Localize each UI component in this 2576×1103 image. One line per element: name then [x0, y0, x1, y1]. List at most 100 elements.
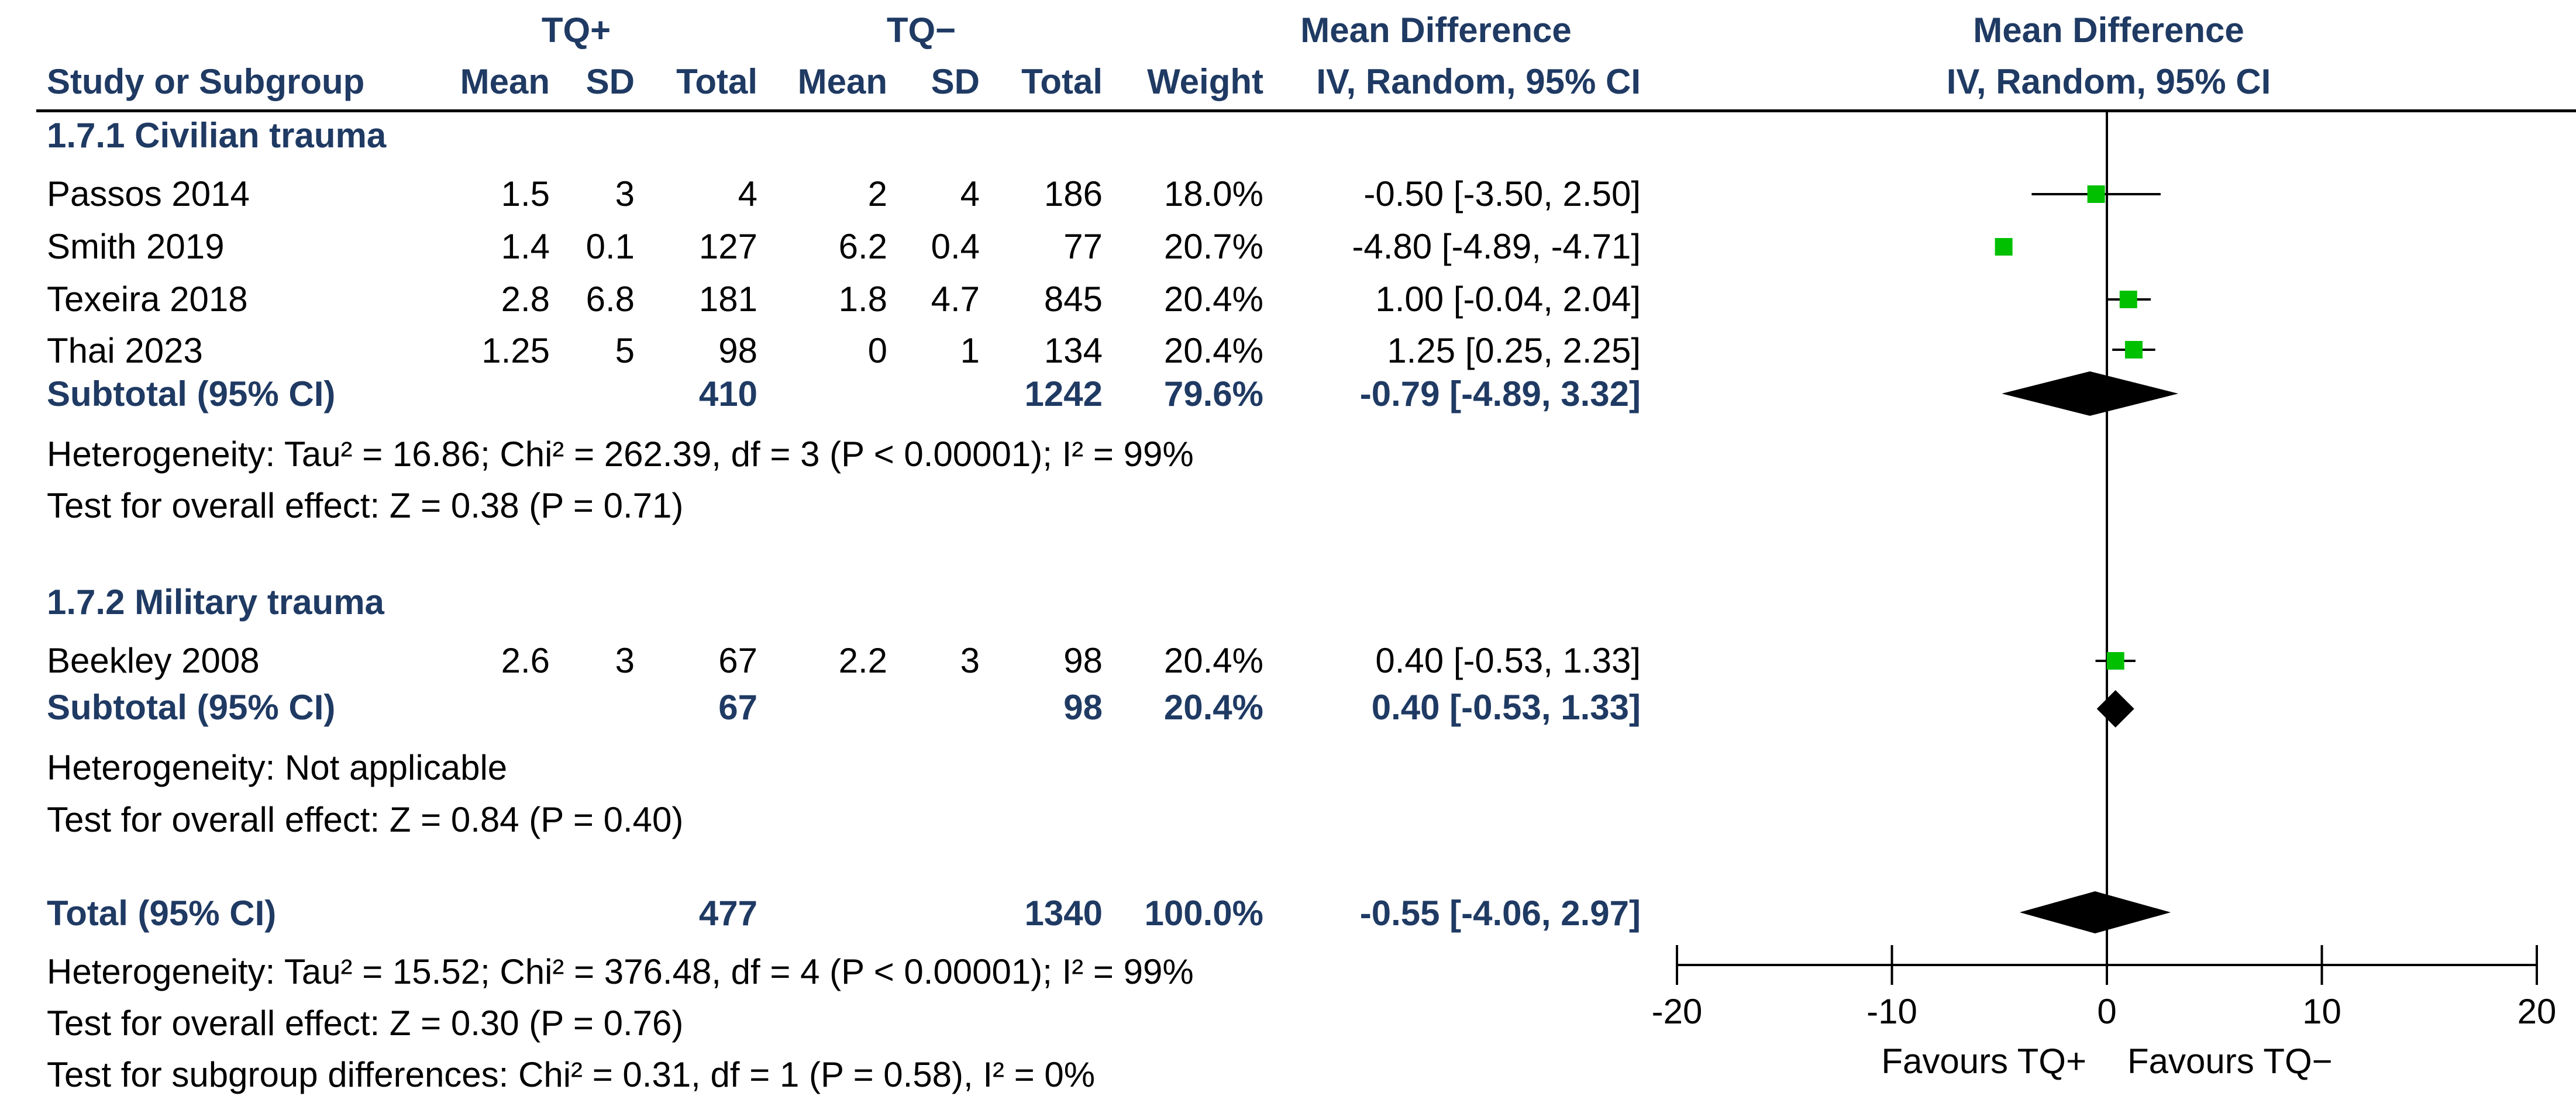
- header-total-tq-minus: Total: [1021, 62, 1103, 101]
- total-tq-minus: 186: [1044, 174, 1103, 213]
- total-ci-text: -0.55 [-4.06, 2.97]: [1360, 894, 1641, 933]
- x-tick-label: 20: [2518, 992, 2557, 1031]
- study-marker: [2087, 185, 2105, 203]
- subtotal-ci-text: -0.79 [-4.89, 3.32]: [1360, 374, 1641, 413]
- sd-tq-plus: 5: [615, 331, 635, 370]
- subtotal-label: Subtotal (95% CI): [47, 374, 335, 413]
- total-overall-effect-text: Test for overall effect: Z = 0.30 (P = 0…: [47, 1004, 683, 1043]
- subtotal-total-tq-plus: 67: [718, 688, 757, 727]
- sd-tq-plus: 0.1: [586, 227, 635, 266]
- study-marker: [2124, 341, 2143, 359]
- total-tq-minus: 134: [1044, 331, 1103, 370]
- ci-text: 1.25 [0.25, 2.25]: [1387, 331, 1641, 370]
- favours-right-label: Favours TQ−: [2127, 1042, 2333, 1081]
- mean-tq-minus: 6.2: [839, 227, 887, 266]
- subtotal-row: Subtotal (95% CI) 410 1242 79.6% -0.79 […: [47, 374, 1641, 413]
- mean-tq-minus: 2.2: [839, 641, 887, 680]
- study-marker: [1995, 238, 2013, 256]
- table-row: Texeira 2018 2.8 6.8 181 1.8 4.7 845 20.…: [47, 280, 1641, 319]
- weight: 20.4%: [1164, 280, 1263, 319]
- header-tq-plus: TQ+: [542, 11, 611, 50]
- favours-left-label: Favours TQ+: [1881, 1042, 2086, 1081]
- table-row: Passos 2014 1.5 3 4 2 4 186 18.0% -0.50 …: [47, 174, 1641, 213]
- subtotal-total-tq-minus: 98: [1063, 688, 1103, 727]
- subtotal-total-tq-plus: 410: [699, 374, 757, 413]
- total-tq-plus: 127: [699, 227, 757, 266]
- header-sd-tq-minus: SD: [931, 62, 980, 101]
- header-md-title: Mean Difference: [1300, 11, 1571, 50]
- weight: 20.7%: [1164, 227, 1263, 266]
- table-row: Smith 2019 1.4 0.1 127 6.2 0.4 77 20.7% …: [47, 227, 1641, 266]
- study-name: Thai 2023: [47, 331, 203, 370]
- mean-tq-minus: 1.8: [839, 280, 887, 319]
- mean-tq-plus: 2.6: [501, 641, 550, 680]
- pooled-diamond: [2002, 371, 2179, 416]
- pooled-diamond: [2019, 891, 2171, 933]
- mean-tq-plus: 2.8: [501, 280, 550, 319]
- mean-tq-minus: 2: [868, 174, 887, 213]
- plot-method: IV, Random, 95% CI: [1947, 62, 2271, 101]
- subtotal-ci-text: 0.40 [-0.53, 1.33]: [1372, 688, 1641, 727]
- header-mean-tq-minus: Mean: [798, 62, 887, 101]
- ci-text: -0.50 [-3.50, 2.50]: [1363, 174, 1641, 213]
- study-table: TQ+ TQ− Mean Difference Study or Subgrou…: [47, 11, 1641, 1094]
- ci-text: 0.40 [-0.53, 1.33]: [1375, 641, 1641, 680]
- study-name: Beekley 2008: [47, 641, 260, 680]
- total-n-tq-plus: 477: [699, 894, 757, 933]
- header-total-tq-plus: Total: [676, 62, 757, 101]
- ci-text: 1.00 [-0.04, 2.04]: [1375, 280, 1641, 319]
- total-tq-minus: 98: [1063, 641, 1103, 680]
- x-tick-label: -10: [1866, 992, 1917, 1031]
- sd-tq-plus: 3: [615, 641, 635, 680]
- subtotal-row: Subtotal (95% CI) 67 98 20.4% 0.40 [-0.5…: [47, 688, 1641, 727]
- study-marker: [2106, 652, 2124, 670]
- header-mean-tq-plus: Mean: [460, 62, 550, 101]
- study-name: Texeira 2018: [47, 280, 248, 319]
- header-study: Study or Subgroup: [47, 62, 364, 101]
- sd-tq-plus: 3: [615, 174, 635, 213]
- subgroup-differences-text: Test for subgroup differences: Chi² = 0.…: [47, 1055, 1095, 1094]
- total-tq-plus: 98: [718, 331, 757, 370]
- subtotal-total-tq-minus: 1242: [1025, 374, 1103, 413]
- x-tick-label: 0: [2097, 992, 2116, 1031]
- subtotal-label: Subtotal (95% CI): [47, 688, 335, 727]
- mean-tq-plus: 1.5: [501, 174, 550, 213]
- x-tick-label: 10: [2302, 992, 2341, 1031]
- header-rule: [36, 109, 2576, 112]
- ci-text: -4.80 [-4.89, -4.71]: [1352, 227, 1641, 266]
- study-name: Smith 2019: [47, 227, 225, 266]
- study-marker: [2119, 291, 2137, 308]
- study-name: Passos 2014: [47, 174, 250, 213]
- header-sd-tq-plus: SD: [586, 62, 635, 101]
- total-n-tq-minus: 1340: [1025, 894, 1103, 933]
- total-row: Total (95% CI) 477 1340 100.0% -0.55 [-4…: [47, 894, 1641, 933]
- sd-tq-minus: 1: [960, 331, 980, 370]
- header-tq-minus: TQ−: [887, 11, 956, 50]
- x-tick-label: -20: [1652, 992, 1703, 1031]
- total-heterogeneity-text: Heterogeneity: Tau² = 15.52; Chi² = 376.…: [47, 952, 1194, 991]
- sd-tq-minus: 3: [960, 641, 980, 680]
- total-tq-plus: 181: [699, 280, 757, 319]
- total-weight: 100.0%: [1145, 894, 1264, 933]
- total-tq-minus: 77: [1063, 227, 1103, 266]
- total-label: Total (95% CI): [47, 894, 276, 933]
- weight: 20.4%: [1164, 331, 1263, 370]
- subgroup-title: 1.7.1 Civilian trauma: [47, 116, 387, 155]
- subgroup-title: 1.7.2 Military trauma: [47, 582, 385, 622]
- weight: 18.0%: [1164, 174, 1263, 213]
- sd-tq-plus: 6.8: [586, 280, 635, 319]
- heterogeneity-text: Heterogeneity: Not applicable: [47, 748, 507, 787]
- overall-effect-text: Test for overall effect: Z = 0.84 (P = 0…: [47, 800, 683, 839]
- total-tq-minus: 845: [1044, 280, 1103, 319]
- total-tq-plus: 67: [718, 641, 757, 680]
- table-row: Beekley 2008 2.6 3 67 2.2 3 98 20.4% 0.4…: [47, 641, 1641, 680]
- table-row: Thai 2023 1.25 5 98 0 1 134 20.4% 1.25 […: [47, 331, 1641, 370]
- header-weight: Weight: [1147, 62, 1263, 101]
- subtotal-weight: 79.6%: [1164, 374, 1263, 413]
- plot-title: Mean Difference: [1973, 11, 2244, 50]
- header-md-method: IV, Random, 95% CI: [1316, 62, 1641, 101]
- sd-tq-minus: 0.4: [931, 227, 980, 266]
- total-tq-plus: 4: [738, 174, 757, 213]
